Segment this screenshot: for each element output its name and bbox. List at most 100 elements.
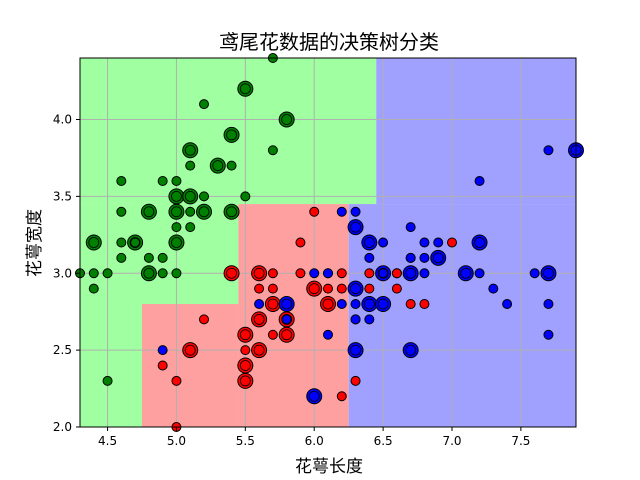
- point-class-0-14: [157, 252, 168, 263]
- region-class-0-1: [80, 204, 239, 304]
- point-class-0-32: [226, 160, 237, 171]
- x-axis-label: 花萼长度: [295, 457, 363, 477]
- point-class-1-15: [264, 296, 281, 312]
- point-class-2-18: [364, 252, 375, 263]
- region-class-0-2: [80, 304, 142, 427]
- point-class-1-37: [391, 283, 402, 294]
- point-class-0-11: [143, 252, 154, 263]
- point-class-1-23: [306, 280, 323, 297]
- point-class-1-43: [364, 268, 375, 279]
- point-class-1-2: [171, 375, 182, 386]
- point-class-1-25: [320, 296, 336, 312]
- point-class-0-28: [199, 191, 209, 202]
- point-class-0-10: [140, 265, 157, 282]
- point-class-2-13: [347, 280, 364, 297]
- point-class-2-32: [474, 268, 485, 279]
- point-class-1-21: [295, 237, 306, 248]
- point-class-0-6: [116, 237, 127, 248]
- point-class-2-17: [361, 296, 378, 312]
- point-class-2-34: [474, 176, 485, 186]
- point-class-0-15: [157, 176, 168, 186]
- y-tick-label-2: 3.0: [53, 266, 72, 280]
- point-class-0-8: [116, 176, 127, 186]
- point-class-1-29: [336, 283, 347, 294]
- point-class-0-22: [185, 222, 196, 233]
- point-class-1-26: [323, 283, 333, 294]
- point-class-1-20: [295, 268, 306, 279]
- x-tick-label-1: 5.0: [167, 434, 186, 448]
- point-class-1-4: [199, 314, 209, 325]
- point-class-1-13: [251, 265, 268, 282]
- point-class-1-41: [419, 299, 430, 309]
- point-class-2-44: [378, 268, 389, 279]
- point-class-0-29: [199, 99, 209, 110]
- point-class-1-24: [309, 206, 320, 217]
- point-class-2-6: [323, 329, 333, 340]
- point-class-0-30: [209, 157, 226, 174]
- point-class-1-5: [223, 265, 240, 282]
- y-tick-label-1: 2.5: [53, 343, 72, 357]
- x-axis-ticks: 4.5 5.0 5.5 6.0 6.5 7.0 7.5: [98, 427, 530, 448]
- point-class-0-34: [240, 191, 251, 202]
- point-class-2-31: [457, 265, 474, 282]
- point-class-2-38: [543, 329, 554, 340]
- point-class-2-36: [502, 299, 513, 309]
- plot-frame: [79, 57, 577, 428]
- point-class-1-9: [237, 326, 254, 343]
- decision-regions: [80, 58, 576, 427]
- point-class-0-31: [223, 203, 240, 220]
- point-class-1-46: [391, 268, 402, 279]
- point-class-0-27: [196, 203, 212, 220]
- point-class-2-33: [471, 234, 488, 251]
- point-class-1-17: [267, 268, 278, 279]
- point-class-2-41: [543, 145, 554, 156]
- y-tick-label-3: 3.5: [53, 189, 72, 203]
- point-class-1-6: [237, 372, 254, 389]
- point-class-2-27: [419, 268, 430, 279]
- point-class-2-8: [336, 299, 347, 309]
- point-class-0-18: [171, 222, 182, 233]
- point-class-1-28: [336, 391, 347, 402]
- point-class-1-31: [350, 375, 361, 386]
- point-class-2-39: [543, 299, 554, 309]
- point-class-0-25: [185, 160, 196, 171]
- point-class-2-16: [364, 314, 375, 325]
- point-class-0-35: [237, 80, 254, 97]
- point-class-1-30: [336, 268, 347, 279]
- point-class-2-4: [306, 388, 323, 405]
- point-class-0-33: [223, 126, 240, 143]
- point-class-2-10: [347, 342, 364, 359]
- point-class-1-18: [278, 326, 295, 343]
- point-class-2-23: [402, 342, 419, 359]
- point-class-0-40: [130, 237, 141, 248]
- point-class-0-38: [278, 111, 295, 128]
- point-class-2-37: [529, 268, 540, 279]
- point-class-0-20: [168, 188, 185, 205]
- point-class-1-0: [157, 360, 168, 371]
- point-class-2-2: [281, 314, 292, 325]
- point-class-0-23: [185, 206, 196, 217]
- point-class-2-43: [419, 252, 430, 263]
- point-class-2-22: [378, 237, 389, 248]
- point-class-2-35: [488, 283, 499, 294]
- x-tick-label-5: 7.0: [442, 434, 461, 448]
- point-class-2-40: [540, 265, 557, 282]
- x-tick-label-6: 7.5: [511, 434, 530, 448]
- chart-title: 鸢尾花数据的决策树分类: [219, 30, 439, 54]
- y-tick-label-0: 2.0: [53, 420, 72, 434]
- point-class-0-17: [168, 234, 185, 251]
- point-class-1-12: [254, 283, 265, 294]
- point-class-0-36: [267, 145, 278, 156]
- point-class-2-20: [375, 296, 392, 312]
- point-class-1-7: [237, 357, 254, 374]
- point-class-0-12: [140, 203, 157, 220]
- point-class-2-30: [433, 237, 444, 248]
- point-class-0-39: [102, 268, 113, 279]
- point-class-0-5: [116, 252, 127, 263]
- point-class-1-10: [251, 342, 268, 359]
- point-class-2-15: [350, 206, 361, 217]
- y-tick-label-4: 4.0: [53, 113, 72, 127]
- y-axis-label: 花萼宽度: [25, 209, 45, 277]
- point-class-1-8: [240, 345, 251, 356]
